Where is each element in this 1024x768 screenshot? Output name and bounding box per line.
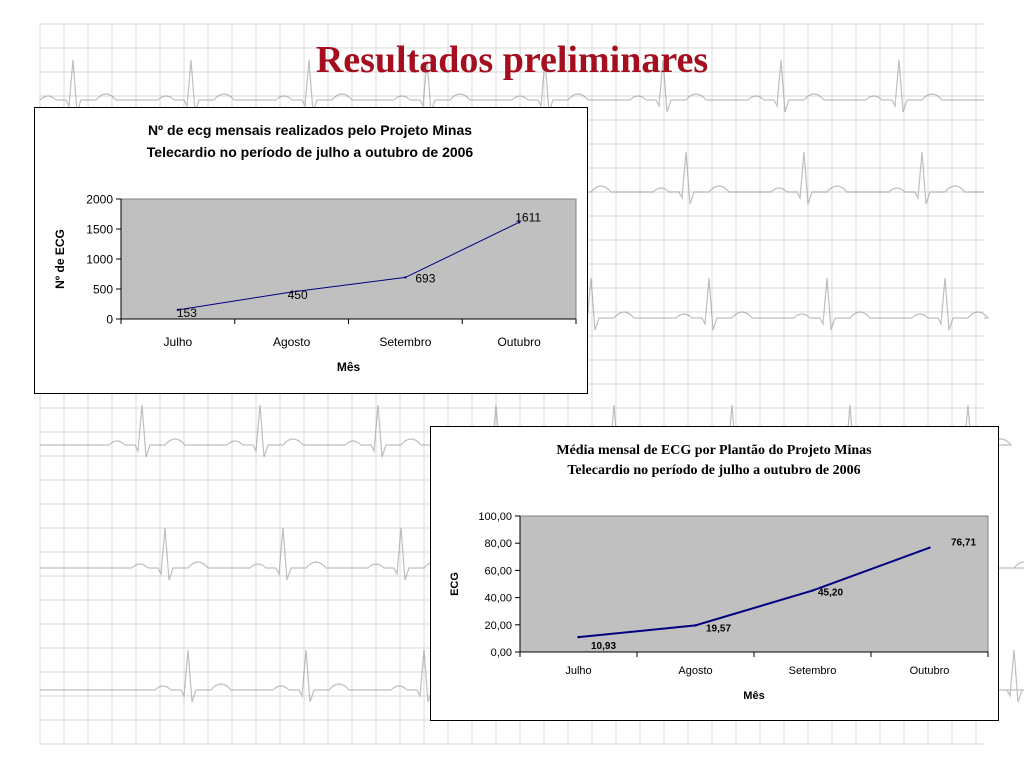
y-tick-label: 80,00 bbox=[484, 538, 512, 550]
plot-area bbox=[120, 198, 577, 320]
chart-title-line: Nº de ecg mensais realizados pelo Projet… bbox=[148, 122, 472, 138]
ecg-count-series-line bbox=[177, 221, 520, 311]
y-tick-label: 2000 bbox=[86, 192, 113, 206]
data-point bbox=[404, 276, 407, 279]
data-label: 1611 bbox=[515, 210, 541, 224]
y-tick-label: 500 bbox=[93, 282, 113, 296]
ecg-trace bbox=[39, 59, 984, 113]
x-tick-label: Outubro bbox=[497, 335, 541, 349]
y-tick-label: 1500 bbox=[86, 222, 113, 236]
x-axis-title: Mês bbox=[337, 360, 361, 374]
data-point bbox=[290, 290, 293, 294]
data-label: 45,20 bbox=[818, 588, 843, 599]
y-tick-label: 100,00 bbox=[478, 511, 512, 523]
y-tick-label: 0 bbox=[106, 312, 113, 326]
data-label: 10,93 bbox=[591, 641, 616, 652]
ecg-count-chart-svg: Nº de ecg mensais realizados pelo Projet… bbox=[53, 122, 577, 374]
y-tick-label: 20,00 bbox=[484, 620, 512, 632]
x-tick-label: Agosto bbox=[678, 665, 712, 677]
ecg-count-chart: Nº de ecg mensais realizados pelo Projet… bbox=[34, 107, 588, 394]
ecg-average-chart-svg: Média mensal de ECG por Plantão do Proje… bbox=[449, 443, 989, 702]
y-axis-title: ECG bbox=[449, 572, 461, 596]
ecg-average-series-line bbox=[578, 546, 930, 639]
y-tick-label: 1000 bbox=[86, 252, 113, 266]
x-tick-label: Agosto bbox=[273, 335, 311, 349]
data-point bbox=[694, 624, 697, 627]
data-label: 19,57 bbox=[706, 623, 731, 634]
chart-title-line: Média mensal de ECG por Plantão do Proje… bbox=[556, 443, 872, 458]
data-label: 450 bbox=[288, 288, 308, 302]
x-tick-label: Setembro bbox=[379, 335, 431, 349]
x-tick-label: Setembro bbox=[789, 665, 837, 677]
x-axis-title: Mês bbox=[743, 690, 764, 702]
y-axis-title: Nº de ECG bbox=[53, 229, 67, 289]
y-tick-label: 60,00 bbox=[484, 565, 512, 577]
y-tick-label: 40,00 bbox=[484, 593, 512, 605]
data-point bbox=[176, 308, 180, 312]
data-label: 693 bbox=[415, 271, 435, 285]
chart-title-line: Telecardio no período de julho a outubro… bbox=[567, 463, 860, 478]
data-point bbox=[577, 635, 580, 639]
x-tick-label: Julho bbox=[565, 665, 591, 677]
data-point bbox=[928, 546, 931, 549]
data-label: 153 bbox=[177, 306, 197, 320]
chart-title-line: Telecardio no período de julho a outubro… bbox=[147, 144, 474, 160]
data-point bbox=[517, 221, 521, 224]
ecg-average-chart: Média mensal de ECG por Plantão do Proje… bbox=[430, 426, 999, 721]
plot-area bbox=[519, 515, 989, 653]
slide-title: Resultados preliminares bbox=[315, 39, 709, 81]
x-tick-label: Outubro bbox=[910, 665, 950, 677]
data-label: 76,71 bbox=[951, 538, 976, 549]
y-tick-label: 0,00 bbox=[491, 647, 512, 659]
x-tick-label: Julho bbox=[164, 335, 193, 349]
data-point bbox=[811, 589, 814, 592]
